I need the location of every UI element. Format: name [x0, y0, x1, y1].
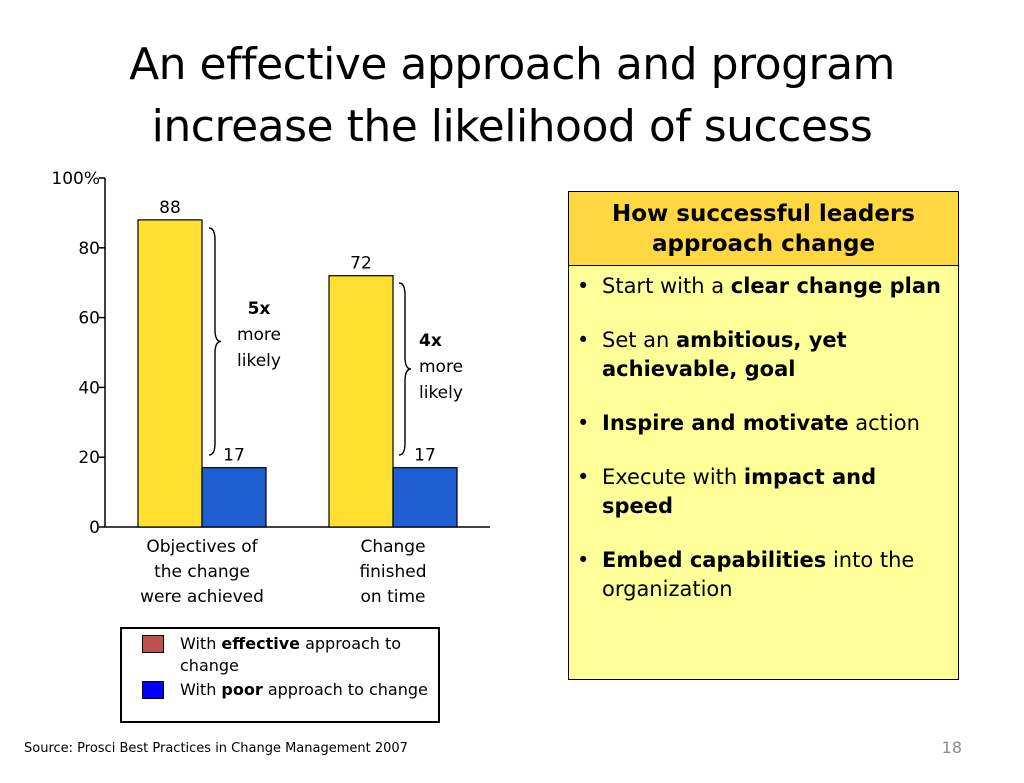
data-label: 17	[223, 446, 245, 466]
bullet-icon: •	[577, 274, 590, 298]
slide-title: An effective approach and program increa…	[0, 34, 1024, 158]
category-label: finished	[359, 562, 426, 582]
legend-label-effective: With effective approach to change	[180, 633, 430, 677]
bullet-text: Execute with	[602, 465, 744, 489]
legend-label-bold: poor	[221, 680, 263, 699]
slide-title-line-2: increase the likelihood of success	[151, 101, 873, 152]
bullet-bold-text: Inspire and motivate	[602, 411, 849, 435]
legend-label-poor: With poor approach to change	[180, 679, 430, 701]
legend-swatch-effective	[142, 635, 164, 653]
category-label: Change	[360, 537, 425, 557]
slide-title-line-1: An effective approach and program	[129, 39, 895, 90]
panel-bullet-item: • Set an ambitious, yet achievable, goal	[569, 326, 958, 384]
panel-bullet-list: • Start with a clear change plan • Set an …	[569, 272, 958, 604]
chart-legend: With effective approach to change With p…	[120, 627, 440, 723]
bullet-bold-text: clear change plan	[730, 274, 941, 298]
y-tick-label: 40	[78, 378, 100, 398]
data-label: 17	[414, 446, 436, 466]
source-note: Source: Prosci Best Practices in Change …	[24, 741, 408, 756]
bullet-icon: •	[577, 328, 590, 352]
bullet-icon: •	[577, 548, 590, 572]
bullet-icon: •	[577, 465, 590, 489]
category-label: Objectives of	[146, 537, 258, 557]
y-tick-label: 0	[89, 518, 100, 538]
bullet-icon: •	[577, 411, 590, 435]
comparison-brace	[208, 227, 222, 456]
legend-label-suffix: approach to change	[262, 680, 428, 699]
category-label: on time	[361, 587, 426, 607]
bar	[201, 467, 267, 528]
bullet-text: Set an	[602, 328, 677, 352]
bullet-text: Start with a	[602, 274, 731, 298]
bar	[328, 275, 394, 528]
legend-swatch-poor	[142, 681, 164, 699]
data-label: 88	[159, 198, 181, 218]
panel-header: How successful leaders approach change	[569, 192, 958, 266]
y-tick-label: 80	[78, 239, 100, 259]
panel-bullet-item: • Execute with impact and speed	[569, 463, 958, 521]
bar	[392, 467, 458, 528]
legend-label-prefix: With	[180, 634, 222, 653]
y-tick-label: 60	[78, 309, 100, 329]
bar	[137, 219, 203, 528]
data-label: 72	[350, 254, 372, 274]
panel-bullet-item: • Embed capabilities into the organizatio…	[569, 546, 958, 604]
annotation-text: likely	[237, 351, 281, 371]
bullet-bold-text: ambitious, yet achievable, goal	[602, 328, 847, 381]
bullet-bold-text: Embed capabilities	[602, 548, 827, 572]
category-label: the change	[154, 562, 250, 582]
annotation-text: more	[419, 357, 463, 377]
bullet-text: into the organization	[602, 548, 915, 601]
bullet-bold-text: impact and speed	[602, 465, 877, 518]
annotation-multiplier: 5x	[248, 299, 271, 319]
legend-label-prefix: With	[180, 680, 222, 699]
annotation-text: likely	[419, 383, 463, 403]
y-tick-label: 20	[78, 448, 100, 468]
bullet-text: action	[848, 411, 920, 435]
comparison-brace	[398, 282, 412, 456]
panel-bullet-item: • Start with a clear change plan	[569, 272, 958, 301]
page-number: 18	[941, 738, 962, 757]
annotation-text: more	[237, 325, 281, 345]
y-tick-label: 100%	[51, 169, 100, 189]
panel-bullet-item: • Inspire and motivate action	[569, 409, 958, 438]
category-label: were achieved	[140, 587, 264, 607]
legend-label-suffix: approach to change	[180, 634, 402, 675]
annotation-multiplier: 4x	[419, 331, 442, 351]
legend-label-bold: effective	[221, 634, 300, 653]
leaders-approach-panel: How successful leaders approach change •…	[568, 191, 959, 680]
